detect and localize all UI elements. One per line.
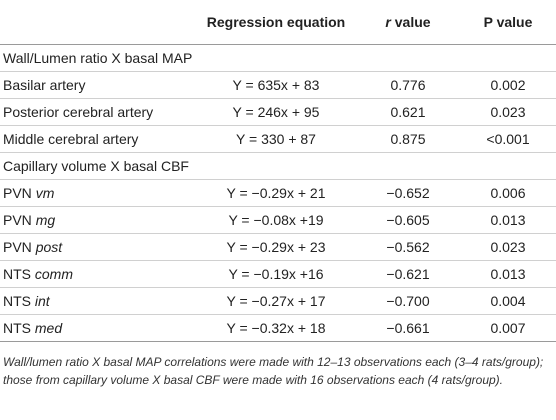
row-p-value: 0.013 [460, 206, 556, 234]
row-p-value: <0.001 [460, 125, 556, 153]
row-p-value: 0.023 [460, 233, 556, 261]
row-r-value: 0.875 [356, 125, 460, 153]
table-row: NTS med Y = −0.32x + 18 −0.661 0.007 [0, 314, 556, 342]
row-label: NTS med [0, 314, 196, 342]
table-row: PVN post Y = −0.29x + 23 −0.562 0.023 [0, 233, 556, 261]
row-sub: int [34, 293, 50, 309]
row-p-value: 0.004 [460, 287, 556, 315]
row-name: PVN [3, 239, 36, 255]
header-r-value: r value [356, 0, 460, 45]
table-row: Basilar artery Y = 635x + 83 0.776 0.002 [0, 71, 556, 99]
row-sub: mg [35, 212, 56, 228]
row-r-value: −0.605 [356, 206, 460, 234]
section-title: Wall/Lumen ratio X basal MAP [0, 44, 556, 72]
row-name: PVN [3, 185, 36, 201]
regression-table: Regression equation r value P value Wall… [0, 0, 556, 342]
row-equation: Y = 635x + 83 [196, 71, 356, 99]
row-name: Posterior cerebral artery [3, 104, 154, 120]
table-row: Middle cerebral artery Y = 330 + 87 0.87… [0, 125, 556, 153]
row-p-value: 0.002 [460, 71, 556, 99]
header-r-letter: r [385, 14, 391, 30]
table-row: PVN mg Y = −0.08x +19 −0.605 0.013 [0, 206, 556, 234]
row-equation: Y = −0.19x +16 [196, 260, 356, 288]
row-label: PVN mg [0, 206, 196, 234]
row-p-value: 0.006 [460, 179, 556, 207]
row-r-value: −0.562 [356, 233, 460, 261]
row-p-value: 0.023 [460, 98, 556, 126]
row-name: Basilar artery [3, 77, 86, 93]
row-sub: vm [35, 185, 55, 201]
row-name: Middle cerebral artery [3, 131, 139, 147]
section-row: Capillary volume X basal CBF [0, 152, 556, 180]
row-label: Posterior cerebral artery [0, 98, 196, 126]
row-r-value: 0.776 [356, 71, 460, 99]
row-name: NTS [3, 293, 35, 309]
section-title: Capillary volume X basal CBF [0, 152, 556, 180]
row-r-value: −0.621 [356, 260, 460, 288]
table-row: NTS comm Y = −0.19x +16 −0.621 0.013 [0, 260, 556, 288]
row-name: PVN [3, 212, 36, 228]
row-equation: Y = 330 + 87 [196, 125, 356, 153]
table-footnote: Wall/lumen ratio X basal MAP correlation… [3, 355, 544, 387]
header-r-suffix: value [390, 14, 431, 30]
section-row: Wall/Lumen ratio X basal MAP [0, 44, 556, 72]
row-p-value: 0.007 [460, 314, 556, 342]
table-row: PVN vm Y = −0.29x + 21 −0.652 0.006 [0, 179, 556, 207]
table-row: NTS int Y = −0.27x + 17 −0.700 0.004 [0, 287, 556, 315]
row-sub: post [35, 239, 63, 255]
row-label: Middle cerebral artery [0, 125, 196, 153]
table-row: Posterior cerebral artery Y = 246x + 95 … [0, 98, 556, 126]
row-equation: Y = −0.27x + 17 [196, 287, 356, 315]
header-p-value: P value [460, 0, 556, 45]
row-equation: Y = 246x + 95 [196, 98, 356, 126]
row-label: NTS comm [0, 260, 196, 288]
row-label: PVN vm [0, 179, 196, 207]
row-label: Basilar artery [0, 71, 196, 99]
row-equation: Y = −0.29x + 21 [196, 179, 356, 207]
row-sub: med [34, 320, 63, 336]
row-r-value: −0.661 [356, 314, 460, 342]
header-empty [0, 0, 196, 45]
header-row: Regression equation r value P value [0, 0, 556, 45]
row-equation: Y = −0.08x +19 [196, 206, 356, 234]
row-label: NTS int [0, 287, 196, 315]
row-name: NTS [3, 266, 35, 282]
row-p-value: 0.013 [460, 260, 556, 288]
header-regression-equation: Regression equation [196, 0, 356, 45]
row-equation: Y = −0.32x + 18 [196, 314, 356, 342]
row-sub: comm [34, 266, 74, 282]
row-r-value: 0.621 [356, 98, 460, 126]
row-r-value: −0.700 [356, 287, 460, 315]
row-equation: Y = −0.29x + 23 [196, 233, 356, 261]
row-r-value: −0.652 [356, 179, 460, 207]
row-label: PVN post [0, 233, 196, 261]
row-name: NTS [3, 320, 35, 336]
